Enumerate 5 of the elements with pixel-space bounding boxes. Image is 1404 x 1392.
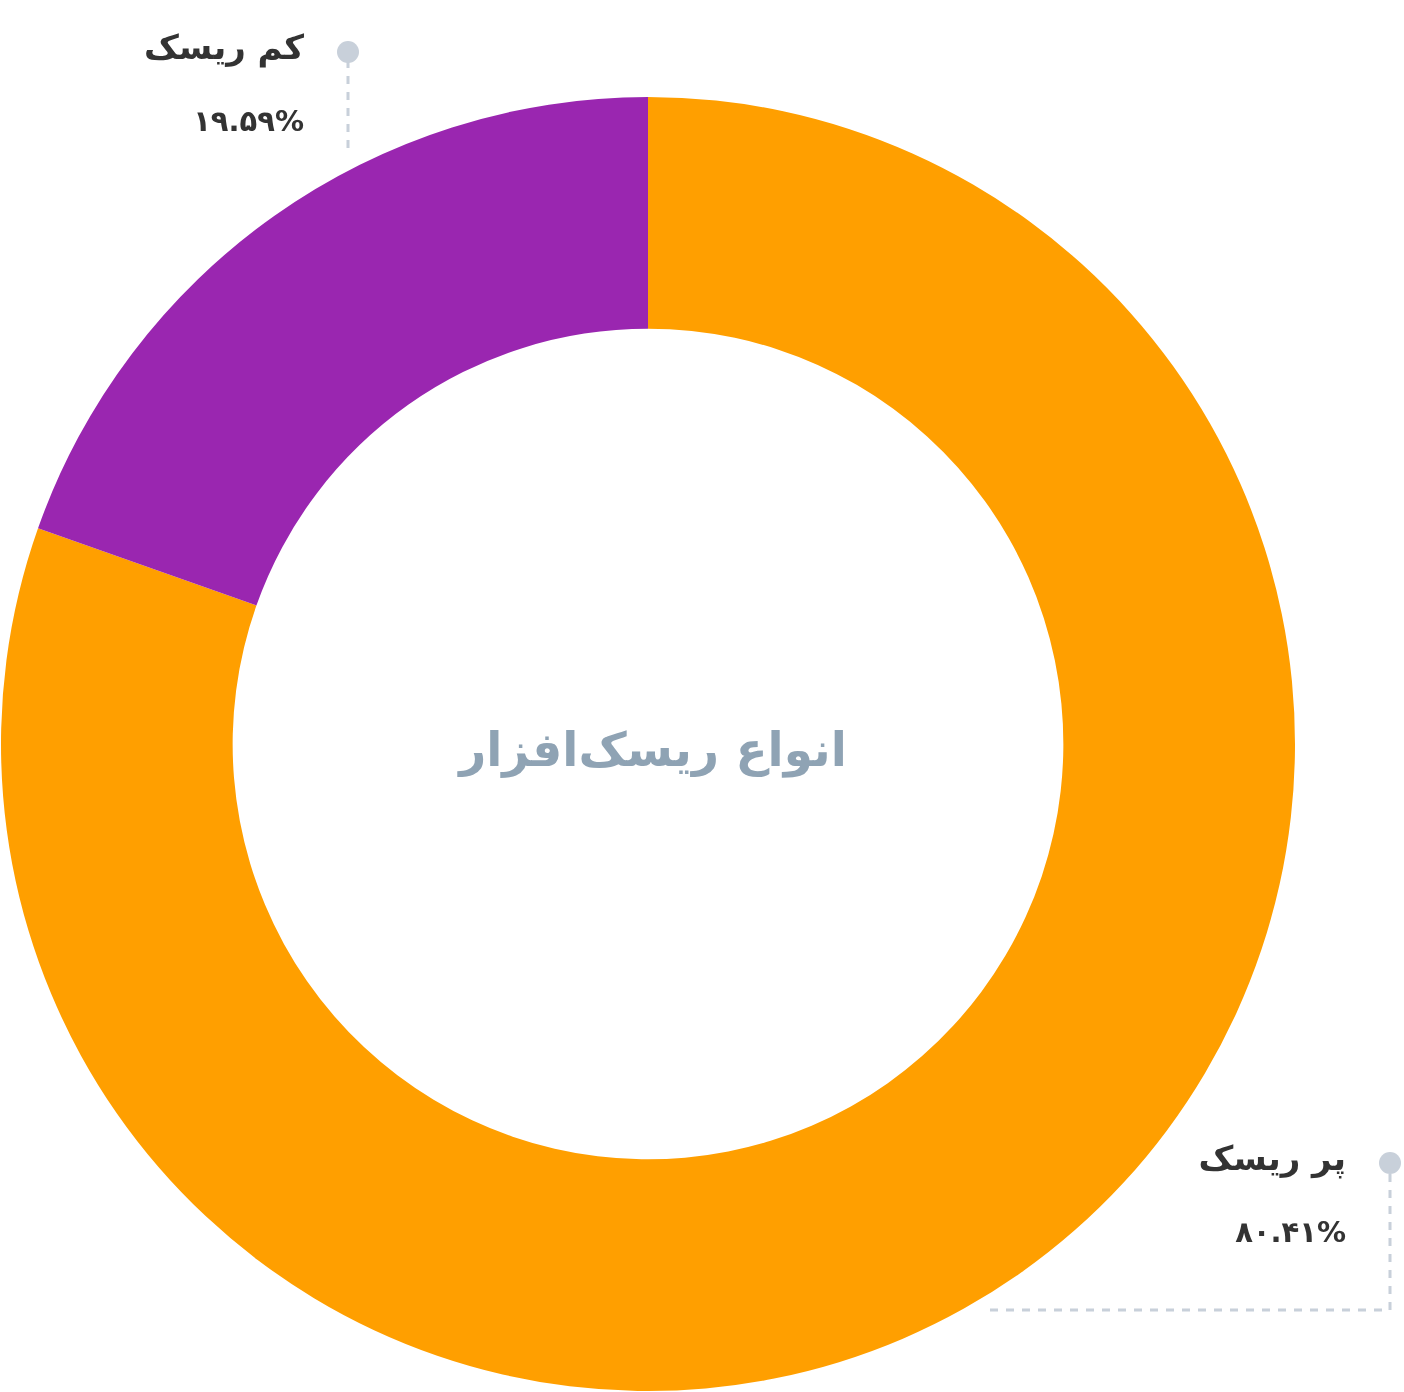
slice-label: کم ریسک — [143, 27, 305, 68]
text: انواع ریسک‌افزار — [457, 721, 847, 778]
data-label: ۸۰.۴۱% — [1235, 1215, 1346, 1249]
slice-label: پر ریسک — [1198, 1138, 1346, 1179]
data-label: ۱۹.۵۹% — [193, 104, 304, 138]
